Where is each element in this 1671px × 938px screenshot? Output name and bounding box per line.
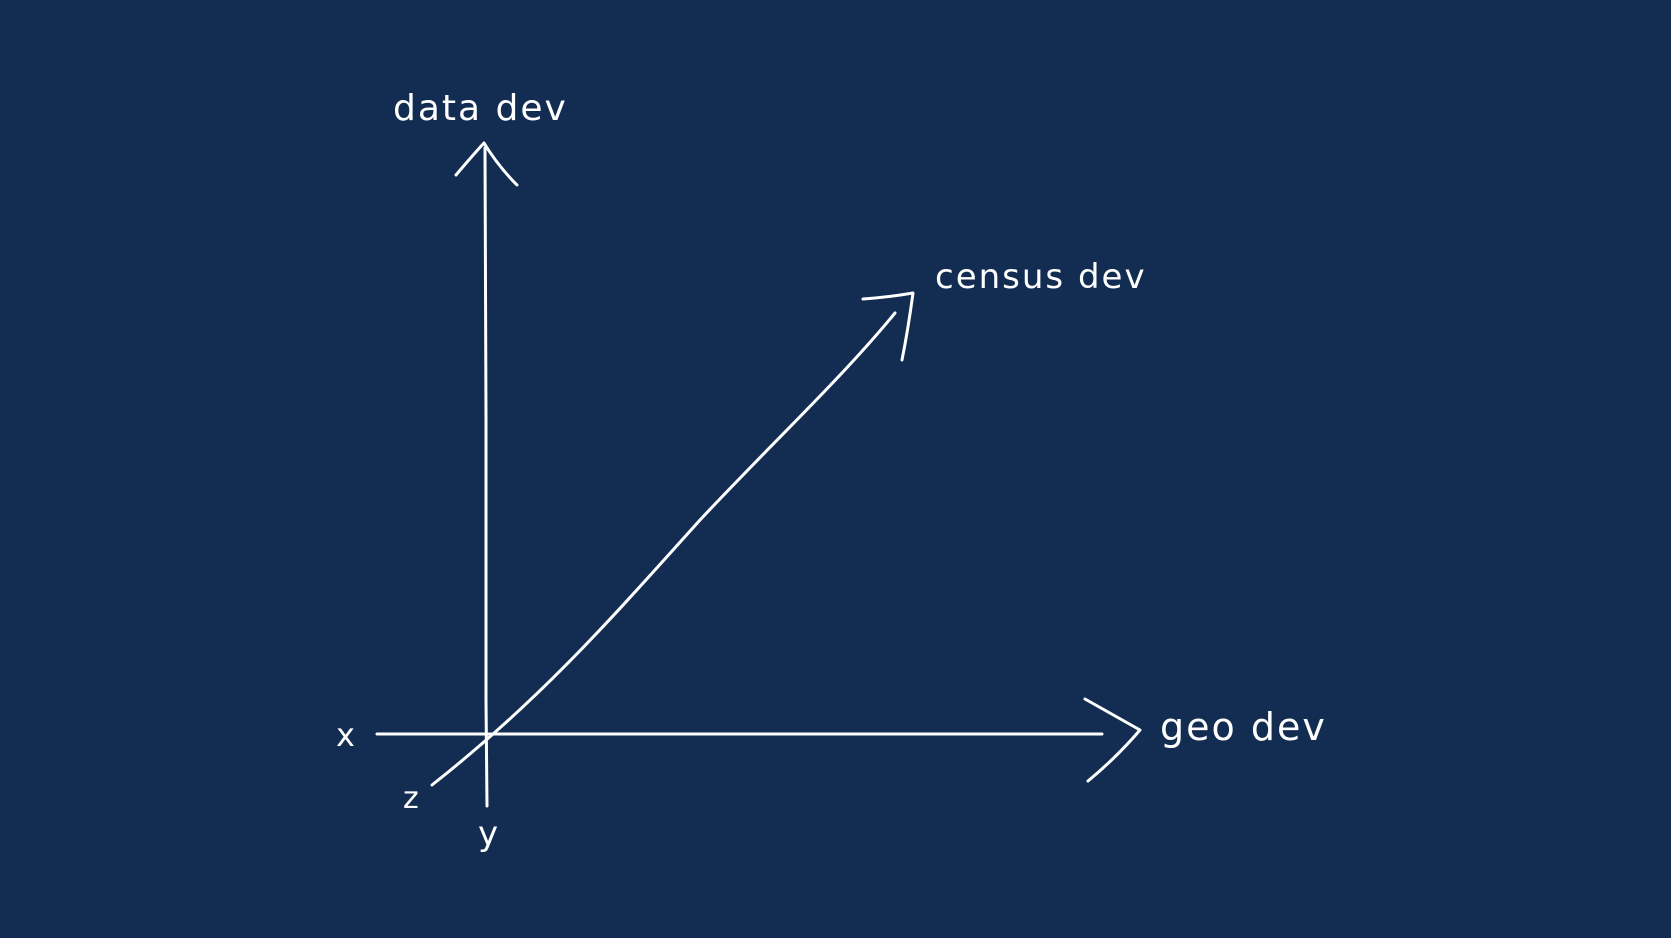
y-origin-label: y [478, 814, 500, 854]
z-origin-label: z [403, 781, 421, 816]
horizontal-axis-label: geo dev [1160, 705, 1327, 749]
diagonal-axis-arrowhead [863, 293, 913, 360]
vertical-axis-line [485, 148, 487, 806]
diagonal-axis-label: census dev [935, 257, 1147, 297]
diagonal-axis-line [432, 313, 895, 785]
vertical-axis-label: data dev [393, 88, 568, 129]
horizontal-axis-arrowhead [1085, 699, 1140, 781]
x-origin-label: x [336, 716, 357, 754]
